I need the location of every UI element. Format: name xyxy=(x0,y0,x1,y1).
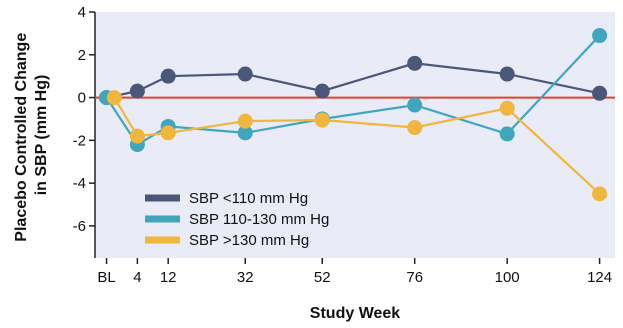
data-point xyxy=(407,97,423,113)
y-tick-label: 0 xyxy=(78,90,86,107)
y-axis-ticks: 4 2 0 -2 -4 -6 xyxy=(73,4,95,235)
y-axis-title-line-2: in SBP (mm Hg) xyxy=(33,75,50,196)
y-axis-title: Placebo Controlled Change in SBP (mm Hg) xyxy=(13,28,50,241)
plot-background xyxy=(95,12,615,258)
data-point xyxy=(314,83,330,99)
series-3 xyxy=(106,90,608,202)
x-tick-label: 4 xyxy=(133,269,141,286)
x-tick-label: 12 xyxy=(160,269,177,286)
x-tick-label: BL xyxy=(97,269,115,286)
y-tick-label: -4 xyxy=(73,175,86,192)
legend-label: SBP <110 mm Hg xyxy=(189,190,308,207)
y-tick-label: 4 xyxy=(78,4,86,21)
legend: SBP <110 mm Hg SBP 110-130 mm Hg SBP >130 … xyxy=(145,190,329,249)
data-point xyxy=(499,126,515,142)
x-tick-label: 52 xyxy=(314,269,331,286)
data-point xyxy=(592,85,608,101)
x-tick-label: 32 xyxy=(237,269,254,286)
data-point xyxy=(499,100,515,116)
y-tick-label: -6 xyxy=(73,218,86,235)
data-point xyxy=(160,125,176,141)
x-tick-label: 76 xyxy=(406,269,423,286)
x-axis-title: Study Week xyxy=(310,305,401,322)
data-point xyxy=(499,66,515,82)
data-point xyxy=(129,128,145,144)
data-point xyxy=(129,83,145,99)
x-tick-label: 100 xyxy=(495,269,520,286)
x-axis-ticks: BL 4 12 32 52 76 100 124 xyxy=(97,258,612,286)
data-point xyxy=(407,55,423,71)
y-tick-label: -2 xyxy=(73,132,86,149)
data-point xyxy=(592,28,608,44)
series-layer xyxy=(99,28,608,202)
x-tick-label: 124 xyxy=(587,269,612,286)
data-point xyxy=(592,186,608,202)
data-point xyxy=(314,112,330,128)
data-point xyxy=(407,120,423,136)
data-point xyxy=(237,66,253,82)
y-tick-label: 2 xyxy=(78,47,86,64)
data-point xyxy=(237,125,253,141)
data-point xyxy=(160,68,176,84)
data-point xyxy=(237,113,253,129)
legend-label: SBP >130 mm Hg xyxy=(189,232,309,249)
legend-label: SBP 110-130 mm Hg xyxy=(189,211,329,228)
y-axis-title-line-1: Placebo Controlled Change xyxy=(13,33,30,242)
data-point xyxy=(106,90,122,106)
